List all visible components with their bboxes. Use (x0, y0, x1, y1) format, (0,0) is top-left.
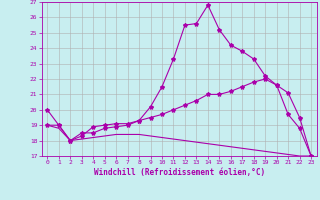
X-axis label: Windchill (Refroidissement éolien,°C): Windchill (Refroidissement éolien,°C) (94, 168, 265, 177)
